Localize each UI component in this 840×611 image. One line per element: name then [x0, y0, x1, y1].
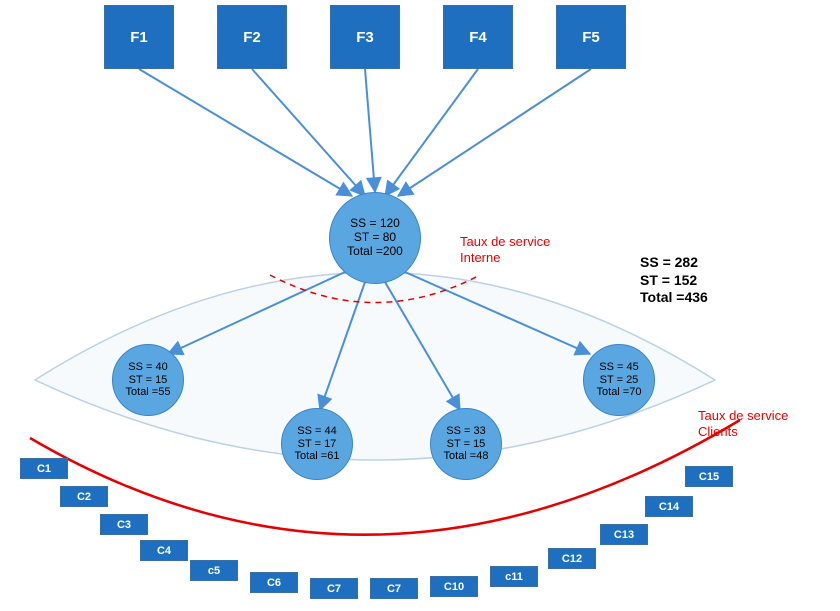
arrow-F4-hub [385, 69, 478, 196]
supplier-box-F2: F2 [217, 5, 287, 69]
client-box-C2: C2 [60, 486, 108, 507]
client-box-C10: C10 [430, 576, 478, 597]
client-box-C14: C14 [645, 496, 693, 517]
depot-node-1: SS = 40ST = 15Total =55 [112, 344, 184, 416]
depot-node-1-line2: ST = 15 [129, 374, 168, 387]
supplier-box-F1: F1 [104, 5, 174, 69]
hub-node: SS = 120ST = 80Total =200 [329, 192, 421, 284]
arrow-F5-hub [398, 69, 591, 196]
client-box-C13: C13 [600, 524, 648, 545]
hub-node-line2: ST = 80 [354, 231, 396, 245]
client-box-C15: C15 [685, 466, 733, 487]
depot-node-3-line3: Total =48 [444, 450, 489, 463]
client-box-C4: C4 [140, 540, 188, 561]
supplier-box-F3: F3 [330, 5, 400, 69]
depot-node-1-line3: Total =55 [126, 386, 171, 399]
depot-node-2-line2: ST = 17 [298, 438, 337, 451]
arrow-F2-hub [252, 69, 365, 196]
supplier-box-F4: F4 [443, 5, 513, 69]
label-interne: Taux de service Interne [460, 234, 550, 267]
depot-node-4-line1: SS = 45 [599, 361, 638, 374]
arrow-F3-hub [365, 69, 375, 192]
label-totals: SS = 282 ST = 152 Total =436 [640, 254, 708, 307]
client-box-C6: C6 [250, 572, 298, 593]
client-box-c11: c11 [490, 566, 538, 587]
client-box-c5: c5 [190, 560, 238, 581]
depot-node-4-line3: Total =70 [597, 386, 642, 399]
depot-node-4-line2: ST = 25 [600, 374, 639, 387]
client-box-C1: C1 [20, 458, 68, 479]
depot-node-3-line2: ST = 15 [447, 438, 486, 451]
depot-node-2-line1: SS = 44 [297, 425, 336, 438]
depot-node-3-line1: SS = 33 [446, 425, 485, 438]
arrow-F1-hub [139, 69, 352, 196]
depot-node-2-line3: Total =61 [295, 450, 340, 463]
label-clients: Taux de service Clients [698, 408, 788, 441]
hub-node-line1: SS = 120 [350, 217, 400, 231]
supplier-box-F5: F5 [556, 5, 626, 69]
client-box-C12: C12 [548, 548, 596, 569]
hub-node-line3: Total =200 [347, 245, 403, 259]
depot-node-2: SS = 44ST = 17Total =61 [281, 408, 353, 480]
depot-node-1-line1: SS = 40 [128, 361, 167, 374]
client-box-C3: C3 [100, 514, 148, 535]
depot-node-4: SS = 45ST = 25Total =70 [583, 344, 655, 416]
client-box-C7b: C7 [370, 578, 418, 599]
client-box-C7a: C7 [310, 578, 358, 599]
depot-node-3: SS = 33ST = 15Total =48 [430, 408, 502, 480]
